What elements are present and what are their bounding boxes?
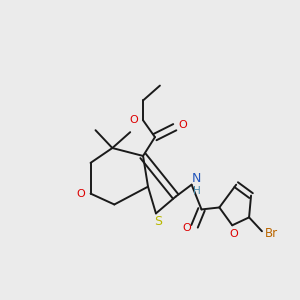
Text: O: O [230,229,239,239]
Text: Br: Br [265,227,278,240]
Text: H: H [193,186,200,196]
Text: O: O [182,223,191,233]
Text: N: N [192,172,201,185]
Text: O: O [178,120,187,130]
Text: O: O [130,115,139,125]
Text: S: S [154,215,162,228]
Text: O: O [76,189,85,199]
